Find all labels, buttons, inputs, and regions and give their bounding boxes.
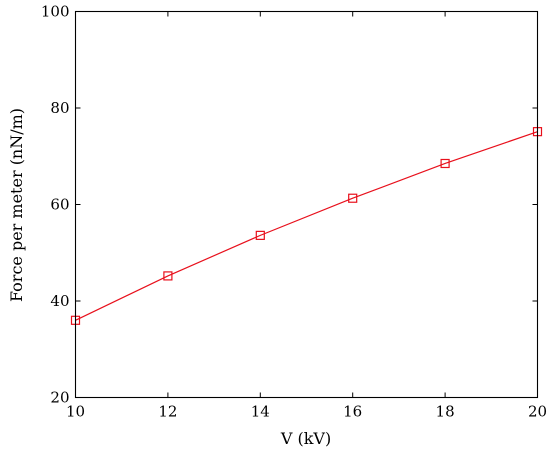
- series-layer: [70, 127, 543, 325]
- y-tick-label: 60: [50, 196, 69, 214]
- data-point-marker: [163, 271, 173, 281]
- x-axis-title: V (kV): [280, 429, 331, 448]
- y-tick-label: 100: [41, 3, 70, 21]
- x-tick-label: 12: [158, 403, 177, 421]
- data-point-marker: [440, 158, 450, 169]
- ticks-layer: 10 12 14 16 18 20 20 40 60 80 100: [41, 3, 547, 421]
- plot-area-frame: [74, 10, 539, 399]
- data-point-marker: [255, 230, 265, 240]
- x-tick-label: 16: [343, 403, 362, 421]
- series-line: [75, 131, 538, 321]
- y-tick-label: 80: [50, 99, 69, 117]
- x-tick-label: 14: [251, 403, 270, 421]
- y-tick-label: 40: [50, 292, 69, 310]
- data-point-marker: [348, 193, 358, 203]
- y-axis-title: Force per meter (nN/m): [7, 108, 26, 302]
- x-tick-label: 10: [66, 403, 85, 421]
- y-tick-label: 20: [50, 389, 69, 407]
- x-tick-label: 18: [436, 403, 455, 421]
- x-tick-label: 20: [528, 403, 547, 421]
